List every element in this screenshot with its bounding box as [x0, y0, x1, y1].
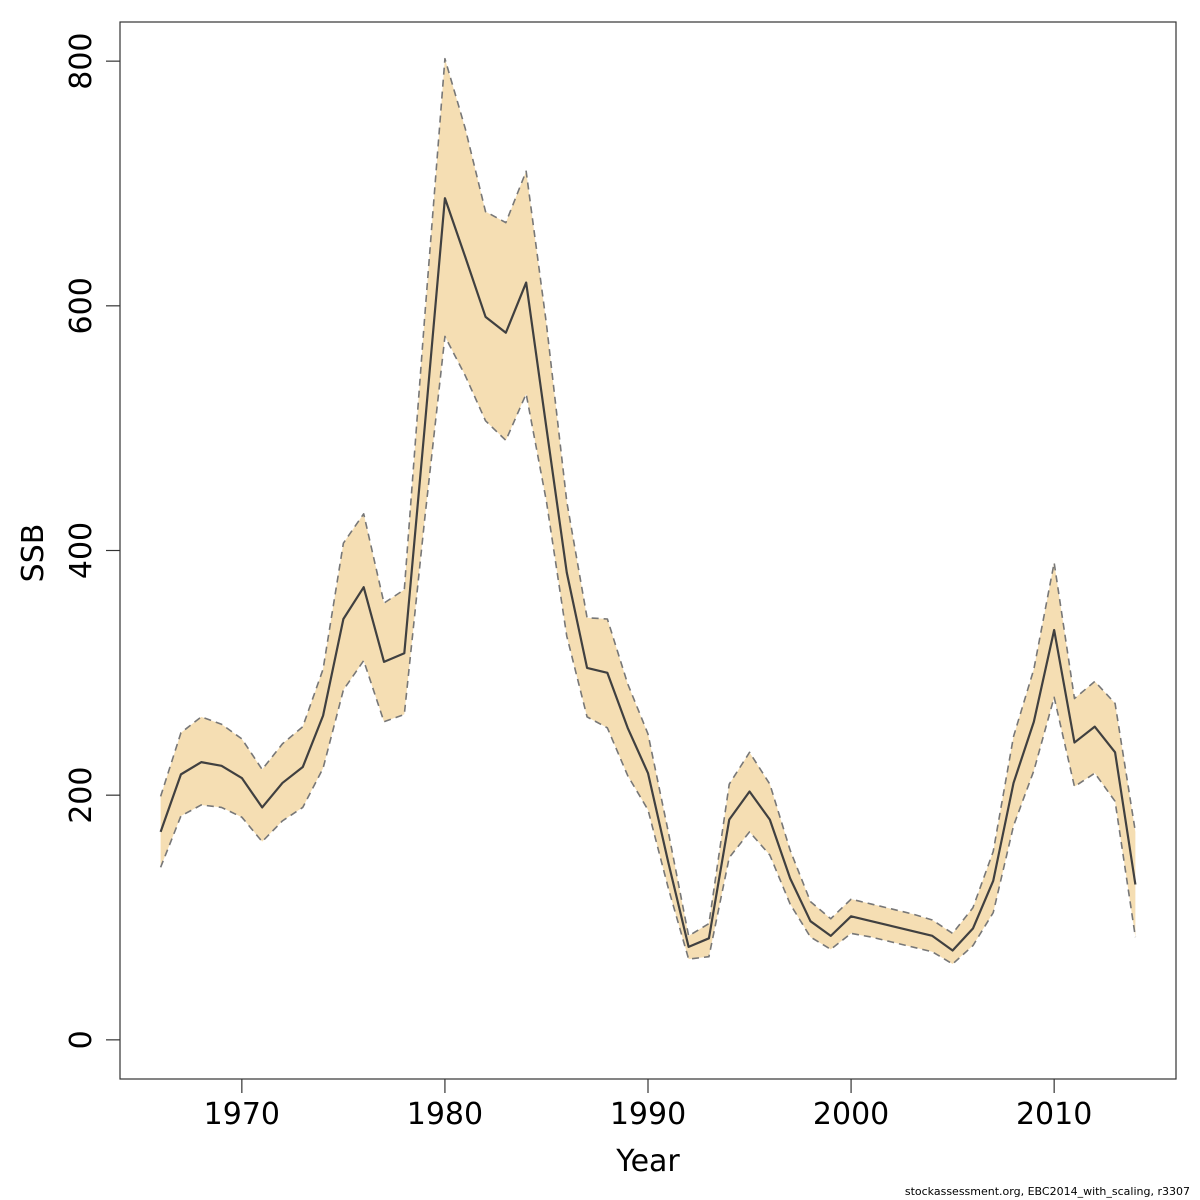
- x-axis-title: Year: [615, 1144, 680, 1179]
- y-tick-label: 0: [64, 1030, 99, 1049]
- confidence-band: [160, 58, 1136, 965]
- lower-ci-line: [159, 335, 1137, 965]
- confidence-band-layer: [160, 58, 1136, 965]
- y-tick-label: 800: [64, 33, 99, 90]
- series-line-layer: [159, 57, 1137, 965]
- ssb-estimate-line: [159, 197, 1137, 952]
- y-axis: 0 200 400 600 800: [64, 33, 120, 1049]
- x-tick-label: 2010: [1016, 1097, 1092, 1132]
- y-axis-title: SSB: [16, 524, 51, 583]
- y-tick-label: 600: [64, 277, 99, 334]
- x-tick-label: 1980: [407, 1097, 483, 1132]
- plot-frame: [119, 21, 1177, 1080]
- x-tick-label: 1990: [610, 1097, 686, 1132]
- y-tick-label: 400: [64, 522, 99, 579]
- x-axis: 1970 1980 1990 2000 2010: [204, 1079, 1092, 1132]
- x-tick-label: 1970: [204, 1097, 280, 1132]
- upper-ci-line: [159, 57, 1137, 937]
- footer-note: stockassessment.org, EBC2014_with_scalin…: [904, 1185, 1190, 1198]
- y-tick-label: 200: [64, 767, 99, 824]
- x-tick-label: 2000: [813, 1097, 889, 1132]
